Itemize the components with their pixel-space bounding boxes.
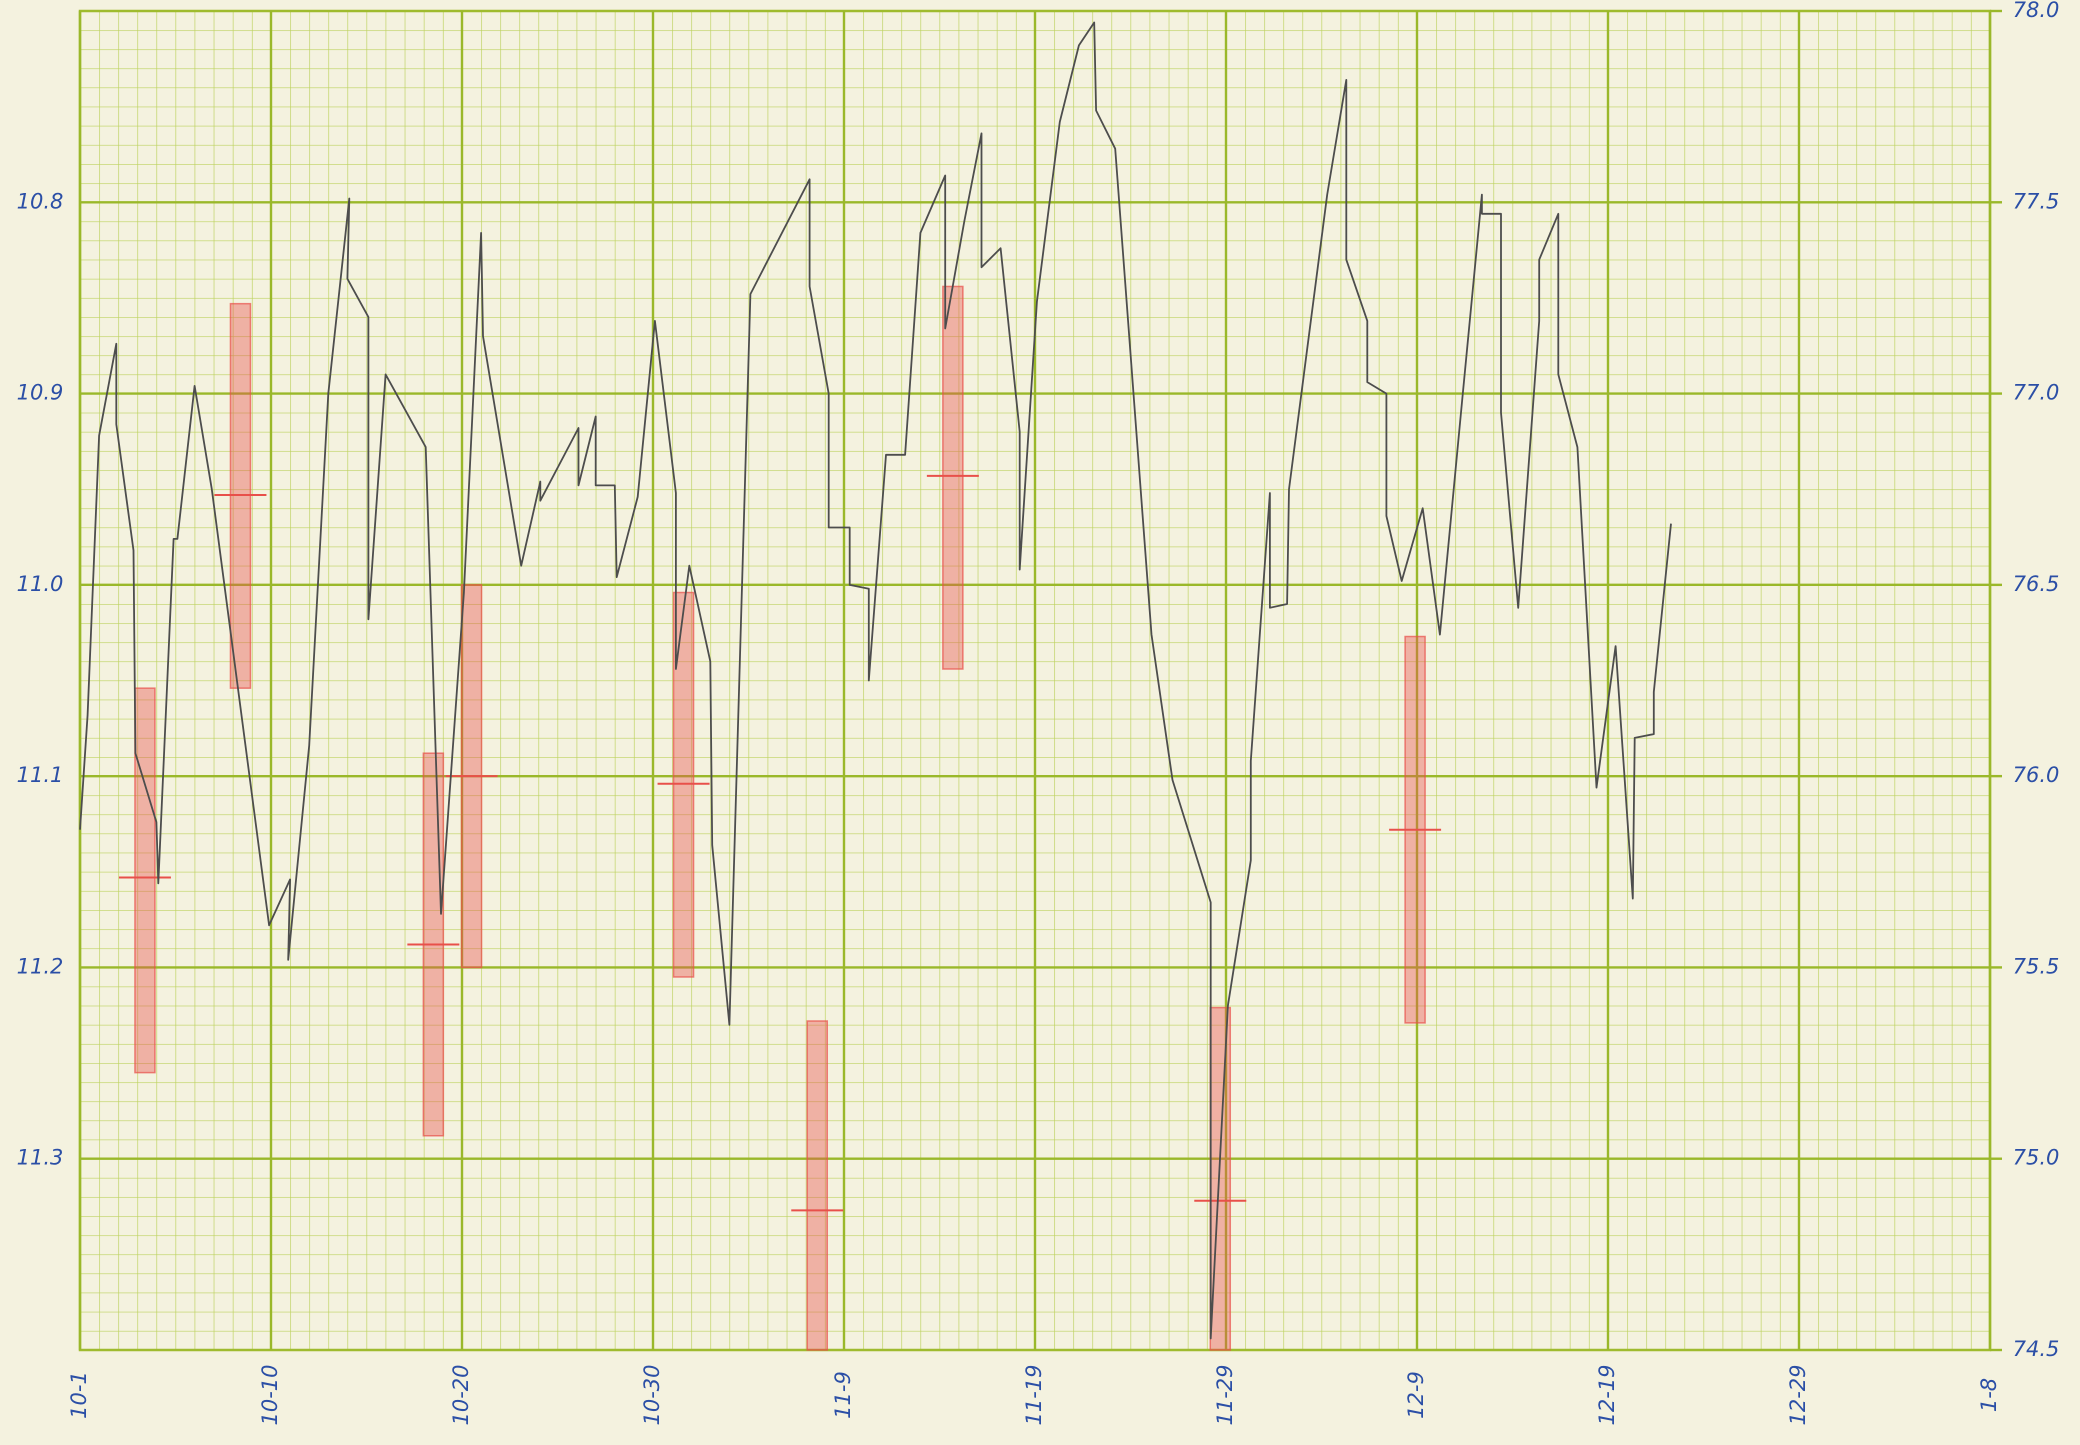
x-tick-label: 11-9 xyxy=(831,1371,855,1419)
y2-tick-label: 76.5 xyxy=(2013,572,2060,596)
data-line xyxy=(79,21,1672,1340)
x-tick-label: 10-10 xyxy=(258,1364,282,1425)
x-tick-label: 10-1 xyxy=(67,1371,91,1419)
y2-tick-label: 78.0 xyxy=(2013,0,2060,22)
y2-tick-label: 75.5 xyxy=(2013,954,2060,978)
x-tick-label: 11-29 xyxy=(1213,1364,1237,1425)
y-tick-label: 11.3 xyxy=(17,1146,64,1170)
y2-tick-label: 76.0 xyxy=(2013,763,2060,787)
y2-tick-label: 77.0 xyxy=(2013,381,2060,405)
y-tick-label: 11.2 xyxy=(17,954,64,978)
y2-tick-label: 77.5 xyxy=(2013,189,2060,213)
range-bar xyxy=(134,687,156,1074)
x-tick-label: 12-19 xyxy=(1595,1364,1619,1425)
x-tick-label: 12-29 xyxy=(1786,1364,1810,1425)
x-tick-label: 12-9 xyxy=(1404,1371,1428,1419)
x-tick-label: 10-30 xyxy=(640,1364,664,1425)
range-bar xyxy=(806,1020,829,1351)
x-tick-label: 1-8 xyxy=(1977,1378,2001,1412)
y-tick-label: 10.9 xyxy=(17,381,64,405)
y-tick-label: 11.1 xyxy=(17,763,64,787)
y-tick-label: 11.0 xyxy=(17,572,64,596)
y2-tick-label: 75.0 xyxy=(2013,1146,2060,1170)
y2-tick-label: 74.5 xyxy=(2013,1337,2060,1361)
range-bar xyxy=(942,285,964,670)
x-tick-label: 11-19 xyxy=(1022,1364,1046,1425)
y-tick-label: 10.8 xyxy=(17,189,64,213)
x-tick-label: 10-20 xyxy=(449,1364,473,1425)
